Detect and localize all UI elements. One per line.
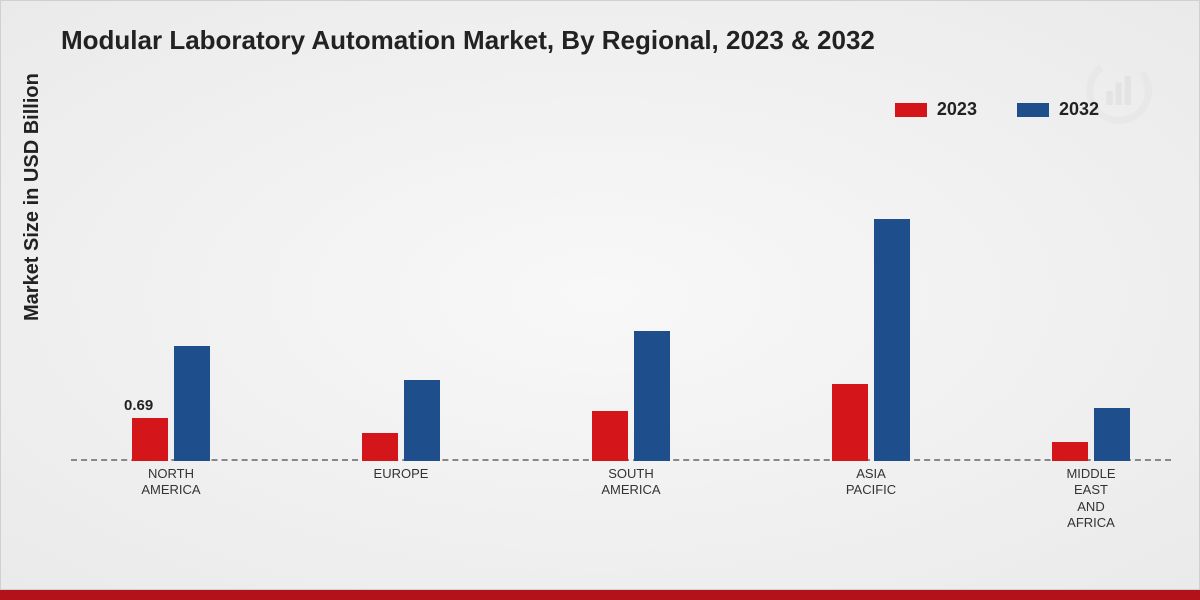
bar	[1094, 408, 1130, 461]
bar	[362, 433, 398, 461]
plot-area: 0.69	[71, 151, 1171, 461]
bar-group	[362, 380, 440, 461]
x-axis-label: NORTHAMERICA	[101, 466, 241, 499]
chart-title: Modular Laboratory Automation Market, By…	[61, 25, 875, 56]
legend-swatch-2023	[895, 103, 927, 117]
bar	[874, 219, 910, 461]
bar	[634, 331, 670, 461]
bar	[832, 384, 868, 462]
bar	[404, 380, 440, 461]
bar-group	[832, 219, 910, 461]
bar	[132, 418, 168, 461]
bar	[1052, 442, 1088, 461]
legend-item-2032: 2032	[1017, 99, 1099, 120]
y-axis-label: Market Size in USD Billion	[21, 73, 44, 321]
bar	[592, 411, 628, 461]
x-axis-label: MIDDLEEASTANDAFRICA	[1021, 466, 1161, 531]
bottom-accent-bar	[0, 590, 1200, 600]
x-axis-label: SOUTHAMERICA	[561, 466, 701, 499]
legend-label-2023: 2023	[937, 99, 977, 120]
bar-group	[1052, 408, 1130, 461]
legend-label-2032: 2032	[1059, 99, 1099, 120]
x-axis-labels: NORTHAMERICA EUROPE SOUTHAMERICA ASIAPACIFI…	[71, 466, 1171, 566]
legend-swatch-2032	[1017, 103, 1049, 117]
legend: 2023 2032	[895, 99, 1099, 120]
bar	[174, 346, 210, 461]
x-axis-label: EUROPE	[331, 466, 471, 482]
legend-item-2023: 2023	[895, 99, 977, 120]
bar-group	[592, 331, 670, 461]
value-label: 0.69	[124, 397, 153, 414]
x-axis-label: ASIAPACIFIC	[801, 466, 941, 499]
chart-container: Modular Laboratory Automation Market, By…	[0, 0, 1200, 590]
